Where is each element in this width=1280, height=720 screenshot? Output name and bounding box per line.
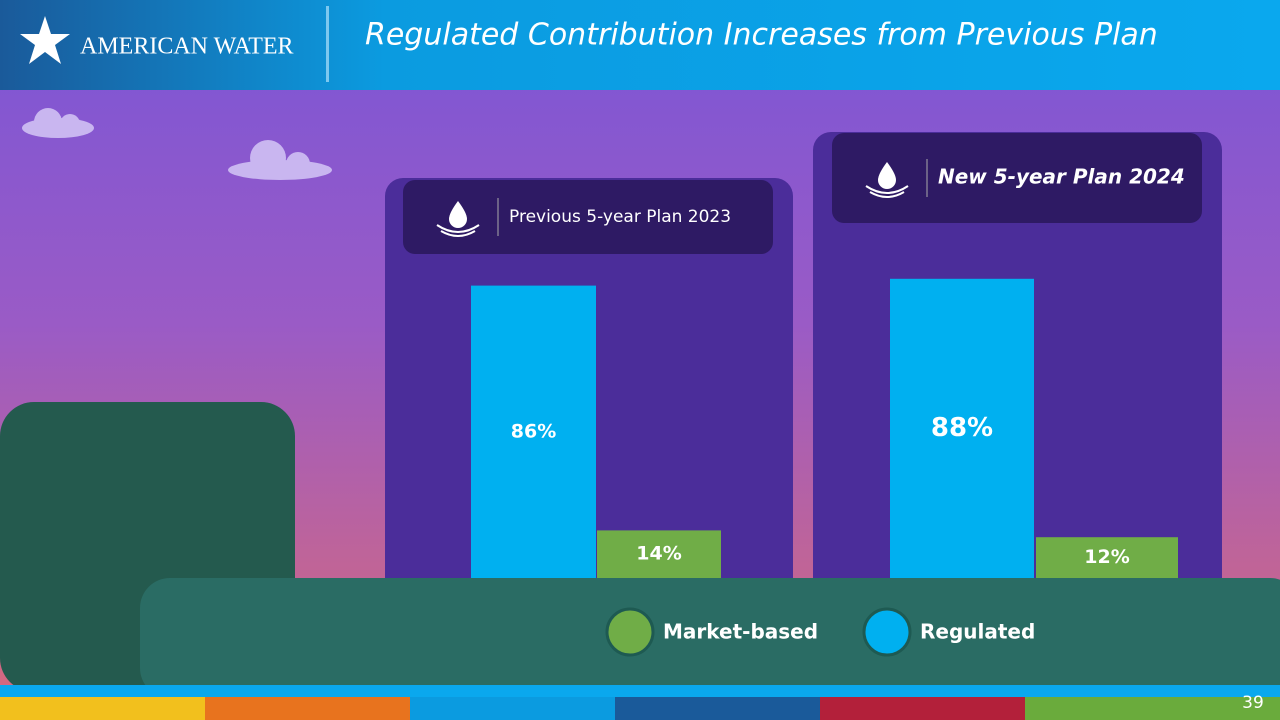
bar xyxy=(471,285,596,578)
logo-star xyxy=(20,16,70,64)
value-label: 12% xyxy=(1084,546,1129,568)
legend-swatch xyxy=(862,607,912,657)
bar xyxy=(1036,537,1178,578)
ripple-icon xyxy=(865,185,909,198)
page-number: 39 xyxy=(1242,693,1264,713)
value-label: 88% xyxy=(931,413,993,443)
legend-label: Market-based xyxy=(663,620,818,644)
clouds xyxy=(22,108,332,180)
bar xyxy=(890,278,1034,578)
value-label: 14% xyxy=(636,543,681,565)
footer-strip xyxy=(0,697,1280,720)
drop-icon xyxy=(878,162,896,189)
plan-label: Previous 5-year Plan 2023 xyxy=(509,207,731,227)
value-label: 86% xyxy=(511,420,556,442)
header-bar xyxy=(0,0,1280,90)
header-divider xyxy=(326,6,329,82)
drop-icon xyxy=(449,201,467,228)
plan-label-box xyxy=(832,133,1202,223)
plan-label: New 5-year Plan 2024 xyxy=(938,165,1185,189)
legend-label: Regulated xyxy=(920,620,1035,644)
chart: Previous 5-year Plan 2023 New 5-year Plan… xyxy=(140,132,1280,698)
slide-title: Regulated Contribution Increases from Pr… xyxy=(365,18,1158,53)
footer-band xyxy=(0,685,1280,697)
ripple-icon xyxy=(436,224,480,237)
logo-text: American Water xyxy=(80,34,294,60)
legend-band xyxy=(140,578,1280,698)
bar xyxy=(597,530,721,578)
plan-label-box xyxy=(403,180,773,254)
legend-swatch xyxy=(605,607,655,657)
